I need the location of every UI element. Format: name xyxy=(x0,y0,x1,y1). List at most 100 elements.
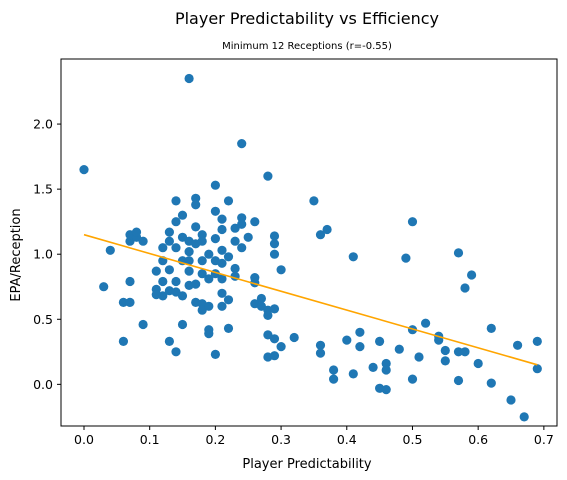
data-point xyxy=(401,253,411,263)
data-point xyxy=(230,263,240,274)
data-point xyxy=(269,239,280,249)
data-point xyxy=(263,171,273,181)
data-point xyxy=(197,230,207,240)
data-point xyxy=(164,227,174,237)
data-point xyxy=(131,227,142,237)
data-point xyxy=(348,369,358,379)
data-point xyxy=(276,265,286,275)
data-point xyxy=(322,224,332,235)
data-point xyxy=(237,213,247,223)
data-point xyxy=(118,336,128,346)
y-tick-label: 0.0 xyxy=(33,377,53,392)
data-point xyxy=(158,276,168,287)
data-point xyxy=(197,256,207,266)
data-point xyxy=(191,193,201,203)
data-point xyxy=(217,245,227,255)
data-point xyxy=(125,276,135,287)
data-point xyxy=(407,217,418,227)
data-point xyxy=(414,352,424,362)
data-point xyxy=(263,310,273,320)
data-point xyxy=(460,283,470,293)
y-tick-label: 1.0 xyxy=(33,247,53,262)
data-point xyxy=(315,340,326,350)
data-point xyxy=(217,301,227,311)
data-point xyxy=(453,248,464,258)
data-point xyxy=(217,274,227,284)
data-point xyxy=(269,231,280,241)
data-point xyxy=(217,224,227,235)
data-point xyxy=(204,329,214,339)
data-point xyxy=(210,234,220,244)
trend-line xyxy=(83,233,538,366)
data-point xyxy=(237,139,247,149)
data-point xyxy=(381,358,391,369)
data-point xyxy=(204,274,214,284)
data-point xyxy=(309,196,319,206)
x-tick-label: 0.7 xyxy=(534,432,554,447)
axes-frame xyxy=(60,58,558,427)
data-point xyxy=(158,243,168,253)
data-point xyxy=(368,362,378,372)
data-point xyxy=(125,297,135,307)
data-point xyxy=(151,266,161,276)
data-point xyxy=(269,351,280,361)
plot-area: 0.0 0.1 0.2 0.3 0.4 0.5 0.6 0.7 0.0 0.5 1.0 1.5 2.0 xyxy=(33,58,558,447)
y-tick-label: 2.0 xyxy=(33,117,53,132)
data-point xyxy=(355,342,365,352)
data-point xyxy=(381,365,391,375)
data-point xyxy=(171,347,181,357)
data-point xyxy=(486,378,496,388)
x-tick-label: 0.1 xyxy=(140,432,160,447)
data-point xyxy=(171,243,181,253)
data-point xyxy=(99,282,109,292)
data-point xyxy=(184,247,194,257)
data-point xyxy=(177,319,188,330)
data-point xyxy=(269,249,280,259)
data-point xyxy=(453,347,464,357)
y-axis-label: EPA/Reception xyxy=(9,208,24,301)
data-point xyxy=(217,258,227,268)
data-point xyxy=(421,318,431,328)
data-point xyxy=(250,217,260,227)
chart-subtitle: Minimum 12 Receptions (r=-0.55) xyxy=(222,41,392,52)
data-point xyxy=(394,344,404,354)
data-point xyxy=(453,375,464,386)
data-point xyxy=(105,245,115,255)
data-point xyxy=(440,345,450,356)
data-point xyxy=(407,374,418,384)
data-point xyxy=(210,349,220,359)
data-point xyxy=(329,365,339,375)
x-tick-label: 0.4 xyxy=(337,432,357,447)
data-point xyxy=(184,266,194,276)
data-point xyxy=(506,395,516,405)
data-point xyxy=(164,336,174,346)
data-point xyxy=(210,206,220,216)
data-point xyxy=(79,165,89,175)
data-point xyxy=(223,295,234,305)
data-point xyxy=(519,412,529,422)
data-point xyxy=(532,336,542,346)
data-point xyxy=(177,210,188,220)
data-point xyxy=(118,297,128,307)
data-point xyxy=(171,196,181,206)
y-tick-label: 0.5 xyxy=(33,312,53,327)
data-point xyxy=(381,385,391,395)
data-point xyxy=(184,256,194,266)
data-point xyxy=(191,222,201,232)
data-point xyxy=(355,327,365,337)
x-tick-label: 0.2 xyxy=(205,432,225,447)
data-point xyxy=(184,73,194,84)
data-point xyxy=(138,319,148,330)
data-point xyxy=(269,334,280,344)
data-point xyxy=(329,374,339,384)
data-point xyxy=(276,342,286,352)
x-tick-label: 0.3 xyxy=(271,432,291,447)
data-point xyxy=(217,288,227,298)
data-point xyxy=(171,276,181,287)
data-point xyxy=(440,356,450,366)
data-point xyxy=(197,236,207,246)
data-point xyxy=(217,214,227,224)
x-tick-label: 0.5 xyxy=(403,432,423,447)
data-point xyxy=(164,265,174,275)
data-point xyxy=(191,200,201,210)
